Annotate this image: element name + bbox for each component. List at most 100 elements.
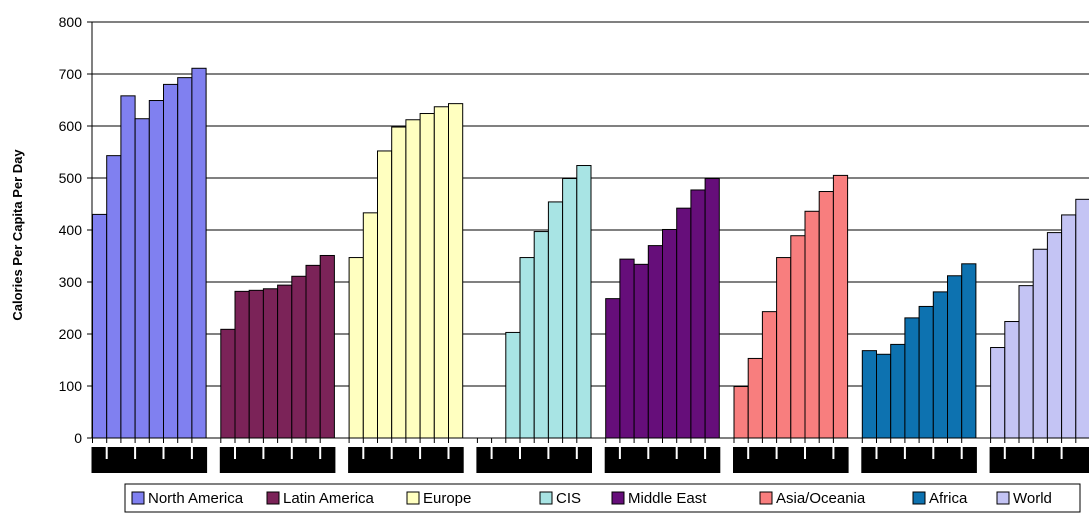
bar xyxy=(377,150,393,439)
bar xyxy=(220,328,236,439)
bar xyxy=(177,77,193,439)
redaction-gap xyxy=(162,447,165,459)
legend-swatch xyxy=(539,491,553,505)
redaction-gap xyxy=(804,447,806,459)
redacted-x-label xyxy=(348,447,464,473)
legend-swatch xyxy=(611,491,625,505)
bar xyxy=(619,258,635,439)
bar xyxy=(92,213,108,439)
legend-swatch xyxy=(759,491,773,505)
bar xyxy=(248,289,264,439)
bar xyxy=(918,305,934,439)
y-tick-label: 300 xyxy=(59,274,83,290)
legend-swatch xyxy=(996,491,1010,505)
y-tick-label: 400 xyxy=(59,222,83,238)
bar xyxy=(947,275,963,439)
legend-swatch xyxy=(131,491,145,505)
axes: 0 100 200 300 400 500 600 700 800 xyxy=(59,14,1089,446)
bar xyxy=(904,317,920,439)
bar xyxy=(633,263,649,439)
y-tick-label: 100 xyxy=(59,378,83,394)
redaction-gap xyxy=(932,447,935,459)
bar xyxy=(319,254,335,439)
bar xyxy=(505,331,521,439)
bar xyxy=(562,178,578,439)
y-tick-label: 600 xyxy=(59,118,83,134)
legend-label: Europe xyxy=(423,490,471,507)
bar xyxy=(1004,321,1020,439)
bar xyxy=(804,210,820,439)
bar xyxy=(405,119,421,439)
redaction-gap xyxy=(1032,447,1035,459)
redaction-gap xyxy=(875,447,878,459)
redacted-x-label xyxy=(219,447,336,473)
legend-label: World xyxy=(1013,490,1052,507)
bar xyxy=(148,100,165,439)
bar xyxy=(519,257,535,439)
bar xyxy=(790,235,806,439)
redaction-gap xyxy=(234,447,236,459)
redaction-gap xyxy=(704,447,707,459)
legend: North America Latin America Europe CIS Middl… xyxy=(124,483,1081,513)
legend-label: Africa xyxy=(929,490,968,507)
redaction-gap xyxy=(190,447,193,459)
bar xyxy=(861,350,877,439)
bar xyxy=(704,178,720,439)
redaction-gap xyxy=(775,447,778,459)
bar xyxy=(676,207,692,439)
bar xyxy=(362,212,378,439)
bar xyxy=(990,347,1006,439)
y-axis-title: Calories Per Capita Per Day xyxy=(10,149,25,321)
bar xyxy=(1046,232,1063,439)
redaction-gap xyxy=(903,447,906,459)
redaction-gap xyxy=(647,447,650,459)
redaction-gap xyxy=(134,447,137,459)
legend-label: Middle East xyxy=(628,490,707,507)
redaction-gap xyxy=(1003,447,1006,459)
redaction-gap xyxy=(747,447,750,459)
redaction-gap xyxy=(105,447,108,459)
bar xyxy=(576,165,592,439)
bar xyxy=(733,386,749,439)
bar xyxy=(433,106,449,439)
redacted-x-label xyxy=(733,447,849,473)
legend-swatch xyxy=(266,491,280,505)
bar xyxy=(890,343,906,439)
bar xyxy=(647,245,663,439)
legend-label: CIS xyxy=(556,490,581,507)
bar xyxy=(547,201,564,439)
redaction-gap xyxy=(419,447,422,459)
bar xyxy=(234,290,250,439)
redacted-x-label xyxy=(476,447,592,473)
redaction-gap xyxy=(362,447,365,459)
bar xyxy=(747,357,763,439)
bar xyxy=(191,67,207,439)
bar xyxy=(391,126,407,439)
bar xyxy=(419,113,435,439)
bar xyxy=(1061,214,1077,439)
redaction-gap xyxy=(519,447,521,459)
bars xyxy=(92,67,1089,439)
bar xyxy=(163,83,179,439)
bar xyxy=(961,263,977,439)
bar xyxy=(761,311,778,439)
y-tick-label: 800 xyxy=(59,14,83,30)
bar xyxy=(348,257,364,439)
bar xyxy=(134,118,150,439)
redaction-gap xyxy=(547,447,550,459)
bar xyxy=(832,174,849,439)
bar xyxy=(120,95,136,439)
redaction-gap xyxy=(675,447,678,459)
bar xyxy=(690,189,706,439)
bar xyxy=(277,284,293,439)
redacted-x-label xyxy=(604,447,721,473)
bar xyxy=(605,298,621,439)
bar xyxy=(662,228,678,439)
redaction-gap xyxy=(618,447,621,459)
y-tick-label: 500 xyxy=(59,170,83,186)
redacted-x-label xyxy=(989,447,1089,473)
y-tick-label: 200 xyxy=(59,326,83,342)
legend-label: North America xyxy=(148,490,244,507)
